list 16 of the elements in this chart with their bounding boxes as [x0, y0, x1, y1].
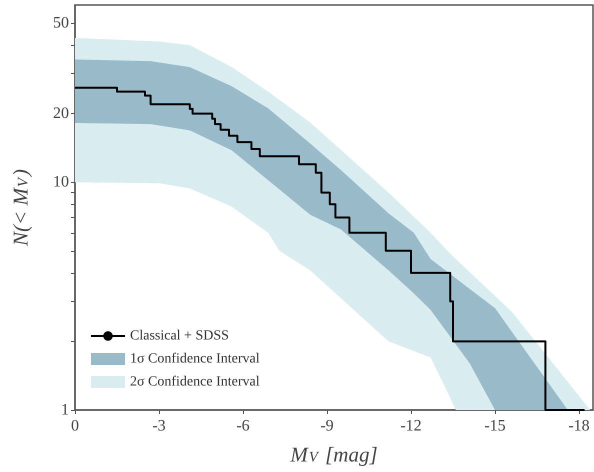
x-tick-label: -6 — [236, 418, 250, 434]
legend-label: 2σ Confidence Interval — [130, 374, 260, 390]
x-axis-title: MV [mag] — [289, 442, 378, 466]
x-tick-label: 0 — [71, 418, 79, 434]
x-tick-label: -18 — [568, 418, 590, 434]
x-tick-label: -15 — [484, 418, 506, 434]
y-tick-label: 10 — [53, 174, 69, 191]
y-tick-label: 50 — [53, 14, 69, 32]
y-tick-label: 20 — [53, 105, 69, 122]
legend-label: Classical + SDSS — [130, 328, 229, 344]
y-axis-title: N(< MV) — [8, 169, 32, 247]
y-tick-label: 1 — [61, 402, 69, 418]
x-tick-label: -9 — [320, 418, 334, 434]
legend-label: 1σ Confidence Interval — [130, 352, 260, 366]
x-tick-label: -12 — [400, 418, 422, 434]
x-tick-label: -3 — [152, 418, 166, 434]
